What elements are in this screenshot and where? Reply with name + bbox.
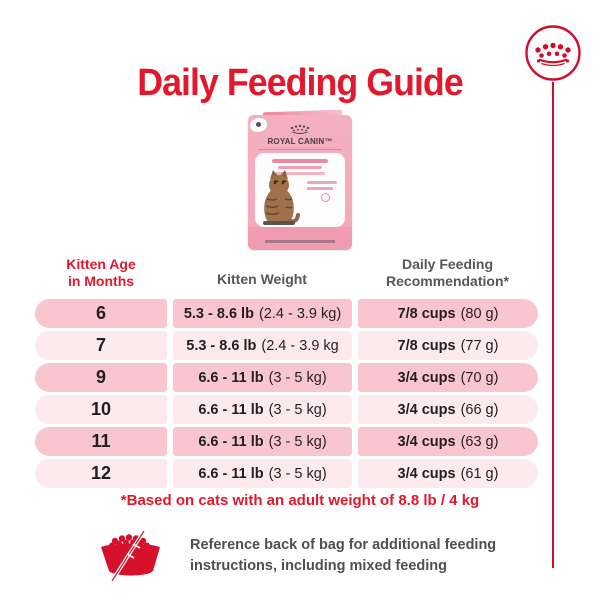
age-cell: 11 [35, 427, 167, 456]
age-cell: 7 [35, 331, 167, 360]
weight-cell: 6.6 - 11 lb (3 - 5 kg) [173, 363, 352, 392]
table-row: 6 5.3 - 8.6 lb (2.4 - 3.9 kg) 7/8 cups (80… [0, 299, 600, 328]
age-cell: 10 [35, 395, 167, 424]
bag-corner-emblem [250, 118, 267, 132]
page-title: Daily Feeding Guide [137, 62, 463, 104]
table-row: 9 6.6 - 11 lb (3 - 5 kg) 3/4 cups (70 g) [0, 363, 600, 392]
footer-note-line2: instructions, including mixed feeding [190, 558, 447, 574]
bag-bullet-bar [307, 181, 337, 184]
bag-bullet-bar2 [307, 187, 333, 190]
footnote: *Based on cats with an adult weight of 8… [120, 492, 480, 509]
bag-divider [258, 149, 342, 150]
feeding-cell: 7/8 cups (80 g) [358, 299, 538, 328]
logo-vertical-line [552, 82, 554, 568]
bag-brand-name: ROYAL CANIN™ [267, 137, 333, 146]
table-row: 12 6.6 - 11 lb (3 - 5 kg) 3/4 cups (61 g) [0, 459, 600, 488]
age-cell: 12 [35, 459, 167, 488]
table-row: 7 5.3 - 8.6 lb (2.4 - 3.9 kg 7/8 cups (77 … [0, 331, 600, 360]
feeding-cell: 3/4 cups (70 g) [358, 363, 538, 392]
weight-cell: 6.6 - 11 lb (3 - 5 kg) [173, 459, 352, 488]
footer-note-line1: Reference back of bag for additional fee… [190, 537, 497, 553]
header-kitten-weight: Kitten Weight [217, 271, 307, 287]
royal-canin-crown-circle-icon [525, 25, 581, 81]
feeding-cell: 7/8 cups (77 g) [358, 331, 538, 360]
bag-headline-bar [272, 159, 328, 163]
weight-cell: 5.3 - 8.6 lb (2.4 - 3.9 kg [173, 331, 352, 360]
bag-front-panel [255, 153, 345, 227]
table-row: 11 6.6 - 11 lb (3 - 5 kg) 3/4 cups (63 g) [0, 427, 600, 456]
bag-badge-icon [321, 193, 330, 202]
age-cell: 6 [35, 299, 167, 328]
kitten-photo [263, 170, 300, 225]
bag-subline-bar2 [275, 172, 325, 175]
weight-cell: 6.6 - 11 lb (3 - 5 kg) [173, 427, 352, 456]
header-daily-feeding: Daily Feeding Recommendation* [386, 256, 509, 289]
weight-cell: 6.6 - 11 lb (3 - 5 kg) [173, 395, 352, 424]
feeding-cell: 3/4 cups (66 g) [358, 395, 538, 424]
table-row: 10 6.6 - 11 lb (3 - 5 kg) 3/4 cups (66 g) [0, 395, 600, 424]
footer-note: Reference back of bag for additional fee… [190, 535, 496, 577]
feeding-cell: 3/4 cups (63 g) [358, 427, 538, 456]
age-cell: 9 [35, 363, 167, 392]
bag-bottom-strip [248, 227, 352, 250]
food-bowl-icon [101, 531, 160, 581]
bag-subline-bar [278, 166, 322, 169]
bag-crown-icon [290, 124, 310, 134]
product-bag-image: ROYAL CANIN™ [248, 115, 352, 250]
feeding-cell: 3/4 cups (61 g) [358, 459, 538, 488]
weight-cell: 5.3 - 8.6 lb (2.4 - 3.9 kg) [173, 299, 352, 328]
header-kitten-age: Kitten Age in Months [66, 256, 136, 289]
